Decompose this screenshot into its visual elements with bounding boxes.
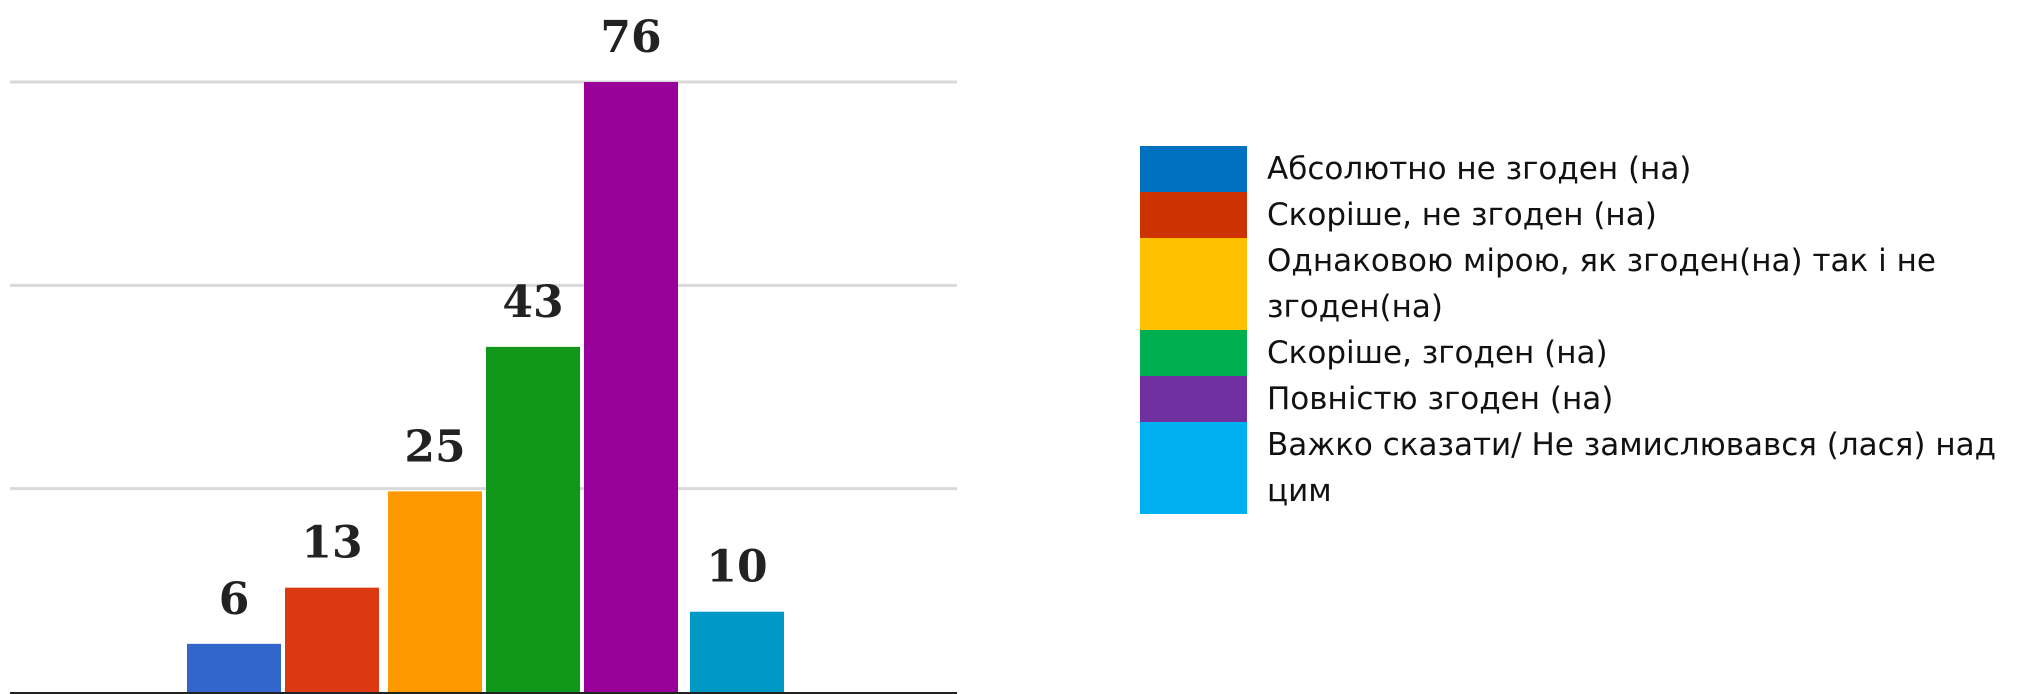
- bars: [187, 82, 784, 692]
- data-label: 13: [301, 518, 362, 569]
- value-labels: 6 13 25 43 76 10: [219, 12, 768, 625]
- bar: [690, 611, 784, 692]
- bar: [285, 587, 379, 692]
- data-label: 76: [600, 12, 661, 63]
- legend-label: Повністю згоден (на): [1267, 381, 1614, 417]
- legend-item: Абсолютно не згоден (на): [1140, 146, 2018, 192]
- legend-swatch: [1140, 422, 1247, 514]
- legend-label: Абсолютно не згоден (на): [1267, 151, 1692, 187]
- legend: Абсолютно не згоден (на) Скоріше, не згод…: [1140, 146, 2018, 514]
- legend-swatch: [1140, 376, 1247, 422]
- legend-item: Скоріше, згоден (на): [1140, 330, 2018, 376]
- legend-item: Однаковою мірою, як згоден(на) так і не …: [1140, 238, 2018, 330]
- legend-swatch: [1140, 192, 1247, 238]
- legend-item: Скоріше, не згоден (на): [1140, 192, 2018, 238]
- legend-label: Однаковою мірою, як згоден(на) так і не …: [1267, 243, 1936, 325]
- legend-swatch: [1140, 238, 1247, 330]
- bar: [187, 643, 281, 692]
- gridlines: [10, 80, 957, 491]
- legend-label: Важко сказати/ Не замислювався (лася) на…: [1267, 427, 1997, 509]
- bar: [486, 346, 580, 692]
- legend-label: Скоріше, згоден (на): [1267, 335, 1608, 371]
- legend-item: Важко сказати/ Не замислювався (лася) на…: [1140, 422, 2018, 514]
- data-label: 43: [502, 277, 563, 328]
- legend-item: Повністю згоден (на): [1140, 376, 2018, 422]
- bar: [388, 491, 482, 692]
- data-label: 6: [219, 574, 250, 625]
- legend-label: Скоріше, не згоден (на): [1267, 197, 1657, 233]
- data-label: 10: [706, 542, 767, 593]
- bar: [584, 82, 678, 692]
- legend-swatch: [1140, 330, 1247, 376]
- data-label: 25: [404, 421, 465, 472]
- bar-chart: 6 13 25 43 76 10: [10, 12, 957, 694]
- legend-swatch: [1140, 146, 1247, 192]
